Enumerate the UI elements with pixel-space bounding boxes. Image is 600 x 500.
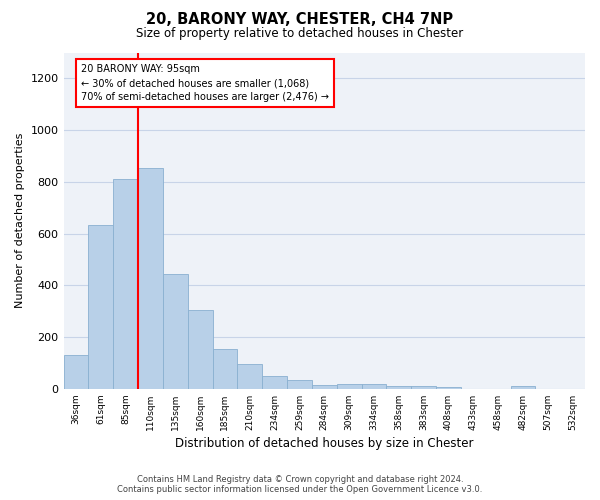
Bar bbox=[312, 385, 337, 389]
Text: 20 BARONY WAY: 95sqm
← 30% of detached houses are smaller (1,068)
70% of semi-de: 20 BARONY WAY: 95sqm ← 30% of detached h… bbox=[81, 64, 329, 102]
Bar bbox=[386, 386, 411, 389]
Text: Contains HM Land Registry data © Crown copyright and database right 2024.: Contains HM Land Registry data © Crown c… bbox=[137, 475, 463, 484]
Bar bbox=[212, 348, 238, 389]
Bar bbox=[163, 274, 188, 389]
Bar bbox=[362, 384, 386, 389]
Bar bbox=[436, 386, 461, 389]
Bar bbox=[337, 384, 362, 389]
Bar bbox=[188, 310, 212, 389]
Bar bbox=[262, 376, 287, 389]
Bar bbox=[138, 168, 163, 389]
Bar bbox=[287, 380, 312, 389]
Bar bbox=[511, 386, 535, 389]
Text: Contains public sector information licensed under the Open Government Licence v3: Contains public sector information licen… bbox=[118, 485, 482, 494]
X-axis label: Distribution of detached houses by size in Chester: Distribution of detached houses by size … bbox=[175, 437, 473, 450]
Text: Size of property relative to detached houses in Chester: Size of property relative to detached ho… bbox=[136, 28, 464, 40]
Bar bbox=[88, 224, 113, 389]
Text: 20, BARONY WAY, CHESTER, CH4 7NP: 20, BARONY WAY, CHESTER, CH4 7NP bbox=[146, 12, 454, 28]
Bar bbox=[238, 364, 262, 389]
Bar bbox=[64, 355, 88, 389]
Bar bbox=[411, 386, 436, 389]
Y-axis label: Number of detached properties: Number of detached properties bbox=[15, 133, 25, 308]
Bar bbox=[113, 180, 138, 389]
